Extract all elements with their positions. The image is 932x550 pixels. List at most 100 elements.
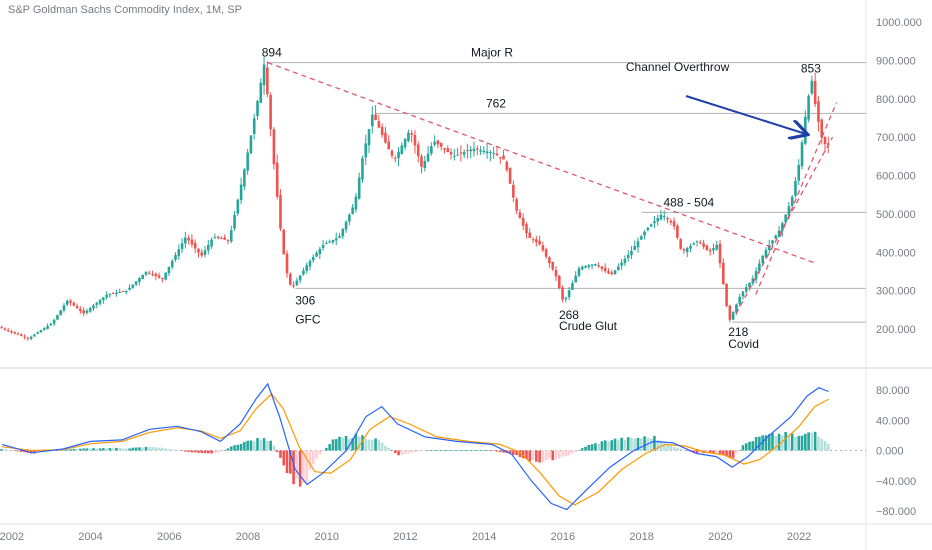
candle-body <box>42 328 46 330</box>
candle-body <box>787 206 791 216</box>
candle-body <box>771 240 774 244</box>
macd-histogram-bar <box>804 433 807 451</box>
macd-histogram-bar <box>423 450 427 451</box>
candle-body <box>620 262 623 266</box>
candle-body <box>308 260 312 267</box>
candle-body <box>102 297 105 301</box>
macd-histogram-bar <box>115 447 118 451</box>
candle-body <box>682 249 686 251</box>
macd-histogram-bar <box>361 435 364 451</box>
macd-histogram-bar <box>459 450 463 451</box>
macd-histogram-bar <box>797 435 801 451</box>
candle-body <box>666 217 669 220</box>
candle-body <box>554 269 558 277</box>
candle-body <box>689 245 692 249</box>
macd-histogram-bar <box>580 448 584 451</box>
macd-histogram-bar <box>289 450 292 474</box>
macd-histogram-bar <box>495 450 499 452</box>
candle-body <box>807 96 810 120</box>
macd-histogram-bar <box>764 435 768 451</box>
candle-body <box>295 280 299 286</box>
candle-body <box>462 152 466 155</box>
macd-histogram-bar <box>387 447 391 451</box>
macd-histogram-bar <box>643 436 646 451</box>
candle-body <box>692 243 696 245</box>
macd-histogram-bar <box>462 450 466 451</box>
candle-body <box>571 283 574 290</box>
macd-histogram-bar <box>82 448 85 451</box>
macd-tick-label: 0.000 <box>876 446 904 458</box>
macd-histogram-bar <box>246 440 249 451</box>
macd-histogram-bar <box>787 435 791 451</box>
macd-histogram-bar <box>551 450 555 461</box>
macd-histogram-bar <box>777 433 781 451</box>
macd-histogram-bar <box>587 444 591 451</box>
time-tick-label: 2018 <box>629 531 653 543</box>
candle-body <box>498 157 502 159</box>
macd-histogram-bar <box>20 450 23 452</box>
candle-body <box>754 270 758 280</box>
candle-body <box>676 225 679 238</box>
macd-histogram-bar <box>502 450 505 453</box>
macd-histogram-bar <box>243 441 246 451</box>
macd-histogram-bar <box>200 450 204 453</box>
macd-histogram-bar <box>128 448 131 451</box>
macd-histogram-bar <box>180 450 184 451</box>
candle-body <box>315 252 318 257</box>
macd-histogram-bar <box>613 438 617 451</box>
candle-body <box>590 264 594 266</box>
candle-body <box>220 238 223 240</box>
macd-histogram-bar <box>508 450 512 454</box>
candle-body <box>695 240 699 242</box>
candle-body <box>33 334 36 337</box>
candle-body <box>512 184 515 198</box>
macd-histogram-bar <box>210 450 213 454</box>
macd-histogram-bar <box>124 448 128 451</box>
candle-body <box>393 157 397 159</box>
candle-body <box>495 153 499 156</box>
time-tick-label: 2006 <box>157 531 181 543</box>
candle-body <box>354 196 358 210</box>
candle-body <box>708 249 712 252</box>
candle-body <box>246 152 249 171</box>
candle-body <box>233 214 236 229</box>
candle-body <box>3 328 7 330</box>
macd-histogram-bar <box>413 450 417 453</box>
macd-histogram-bar <box>715 450 719 453</box>
macd-histogram-bar <box>72 448 76 451</box>
macd-histogram-bar <box>92 448 95 451</box>
candle-body <box>72 302 76 306</box>
macd-histogram-bar <box>485 450 489 451</box>
macd-histogram-bar <box>823 440 827 451</box>
candle-body <box>502 155 505 160</box>
candle-body <box>0 327 3 329</box>
macd-histogram-bar <box>364 438 368 451</box>
macd-histogram-bar <box>351 438 354 451</box>
macd-histogram-bar <box>666 444 669 451</box>
macd-histogram-bar <box>518 450 522 458</box>
candle-body <box>164 272 167 280</box>
macd-histogram-bar <box>282 450 286 466</box>
candle-body <box>115 292 118 295</box>
macd-histogram-bar <box>157 447 161 451</box>
price-tick-label: 1000.000 <box>876 17 922 29</box>
candle-body <box>538 240 541 245</box>
macd-histogram-bar <box>482 450 486 451</box>
macd-histogram-bar <box>466 450 469 451</box>
macd-histogram-bar <box>492 450 495 451</box>
chart-title: S&P Goldman Sachs Commodity Index, 1M, S… <box>8 4 242 16</box>
macd-histogram-bar <box>275 450 279 453</box>
annotation-channel-overthrow: Channel Overthrow <box>626 60 730 74</box>
macd-histogram-bar <box>695 450 699 454</box>
macd-histogram-bar <box>138 447 141 451</box>
macd-histogram-bar <box>197 450 200 453</box>
macd-histogram-bar <box>29 450 33 454</box>
candle-body <box>187 237 190 241</box>
candle-body <box>328 241 331 243</box>
candle-body <box>423 161 427 168</box>
candle-body <box>416 144 420 157</box>
candle-body <box>649 224 653 227</box>
macd-histogram-bar <box>10 450 13 451</box>
candle-body <box>584 266 587 268</box>
macd-histogram-bar <box>252 441 256 451</box>
